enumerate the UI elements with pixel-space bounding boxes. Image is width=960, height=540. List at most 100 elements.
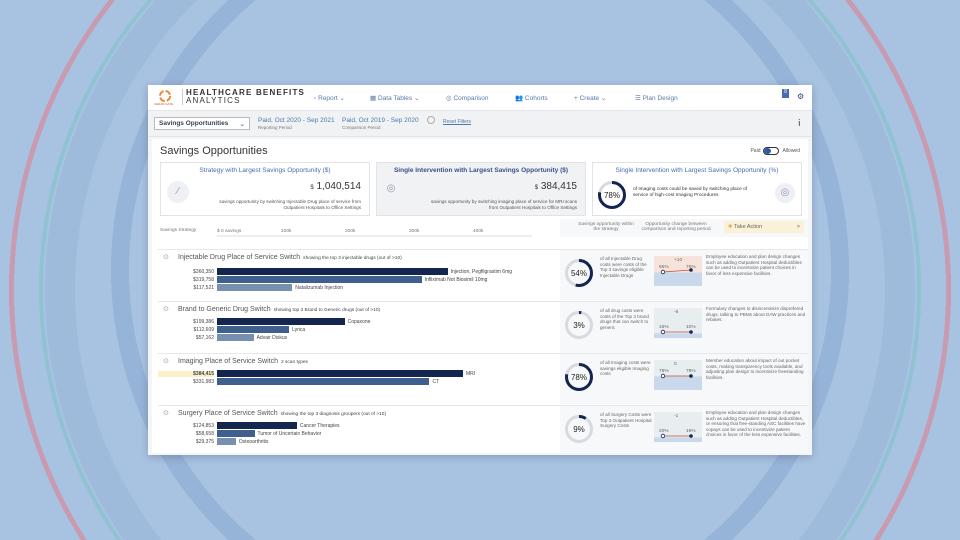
change-chart: -1 20% 19% [654, 412, 702, 442]
toggle-allowed-label: Allowed [782, 148, 800, 154]
bar-row[interactable]: $29,375 Osteoarthritis [158, 438, 558, 445]
ring-fill [565, 363, 593, 391]
swap-icon[interactable] [427, 116, 435, 124]
bar-row[interactable]: $384,415 MRI [158, 370, 558, 377]
reset-filters-link[interactable]: Reset Filters [443, 119, 472, 125]
section-subtitle: showing top 3 Brand to Generic drugs (ou… [273, 308, 381, 313]
bar[interactable] [217, 268, 448, 275]
card-desc: savings opportunity by switching Injecta… [219, 199, 361, 211]
change-to: 10% [686, 325, 696, 330]
bar[interactable] [217, 370, 464, 377]
lightbulb-icon: ✺ [728, 224, 733, 230]
bar-row[interactable]: $319,758 Infliximab Not Biosimil 10mg [158, 276, 558, 283]
card-strategy-largest[interactable]: Strategy with Largest Savings Opportunit… [160, 162, 370, 216]
nav-comparison[interactable]: ◎ Comparison [446, 95, 489, 102]
bar[interactable] [217, 438, 236, 445]
percent-desc: of all Injectable Drug costs were costs … [600, 256, 647, 278]
bar-row[interactable]: $124,853 Cancer Therapies [158, 422, 558, 429]
view-select[interactable]: Savings Opportunities ⌄ [154, 117, 250, 130]
desc-line1: savings opportunity by switching Injecta… [219, 199, 361, 204]
bar-row[interactable]: $112,609 Lyrica [158, 326, 558, 333]
right-header: Savings opportunity within the strategy … [560, 219, 808, 237]
bar-amount: $57,162 [195, 335, 214, 341]
paid-allowed-toggle[interactable]: Paid Allowed [750, 147, 800, 155]
percent-ring [565, 311, 593, 339]
axis-tick-label: 100k [281, 228, 292, 234]
comparison-period[interactable]: Paid, Oct 2019 - Sep 2020 Comparison Peri… [342, 117, 419, 130]
bar-label: Advair Diskus [256, 335, 288, 341]
section-title: Brand to Generic Drug Switch showing top … [178, 306, 380, 313]
bar-row[interactable]: $117,521 Natalizumab Injection [158, 284, 558, 291]
currency: $ [534, 185, 539, 191]
section-details: 54% of all Injectable Drug costs were cos… [560, 250, 808, 301]
bar-row[interactable]: $58,658 Tumor of Uncertain Behavior [158, 430, 558, 437]
gear-icon[interactable]: ⚙ [797, 92, 805, 101]
percent-desc: of all drug costs were costs of the Top … [600, 308, 649, 330]
bar-label: CT [432, 379, 440, 385]
nav-plan-design[interactable]: ☰ Plan Design [635, 95, 678, 102]
bar-row[interactable]: $360,350 Injection, Pegfilgrastim 6mg [158, 268, 558, 275]
ring-fill [598, 181, 626, 209]
reporting-period[interactable]: Paid, Oct 2020 - Sep 2021 Reporting Perio… [258, 117, 335, 130]
bar[interactable] [217, 284, 293, 291]
percent-value: 3% [573, 321, 585, 330]
nav-create[interactable]: + Create ⌄ [574, 95, 607, 102]
bar[interactable] [217, 430, 255, 437]
bar[interactable] [217, 276, 422, 283]
axis-tick-label: 300k [409, 228, 420, 234]
top-nav: CEDAR GATE HEALTHCARE BENEFITS ANALYTICS … [148, 85, 812, 111]
strategy-section[interactable]: ⊙ Surgery Place of Service Switch showing … [158, 405, 808, 453]
bar-amount: $199,386 [193, 319, 214, 325]
nav-data-tables[interactable]: ▦ Data Tables ⌄ [370, 95, 420, 102]
bar-amount: $58,658 [195, 431, 214, 437]
card-desc: of Imaging costs could be saved by switc… [633, 187, 748, 198]
take-action-button[interactable]: ✺ Take Action > [724, 221, 804, 233]
bar-amount: $319,758 [193, 277, 214, 283]
logo-text: CEDAR GATE [154, 102, 174, 106]
strategy-section[interactable]: ⊙ Imaging Place of Service Switch 2 scan t… [158, 353, 808, 405]
bar-label: Osteoarthritis [238, 439, 269, 445]
card-title: Strategy with Largest Savings Opportunit… [199, 167, 331, 174]
card-single-largest-pct[interactable]: Single Intervention with Largest Savings… [592, 162, 802, 216]
bar[interactable] [217, 422, 297, 429]
strategy-section[interactable]: ⊙ Injectable Drug Place of Service Switch… [158, 249, 808, 301]
nav-cohorts[interactable]: 👥 Cohorts [515, 95, 548, 102]
bar[interactable] [217, 334, 254, 341]
bar[interactable] [217, 378, 430, 385]
surgery-icon: ⊙ [163, 410, 169, 417]
nav-report[interactable]: ▫ Report ⌄ [314, 95, 345, 102]
info-icon[interactable]: ⅰ [798, 118, 801, 128]
action-text: Formulary changes to disincentivize disp… [706, 306, 806, 323]
main-panel: Savings Opportunities Paid Allowed Strate… [152, 139, 808, 453]
change-from: 20% [659, 429, 669, 434]
section-subtitle: showing the top 3 diagnosis groupers (ou… [280, 412, 387, 417]
bar-label: Natalizumab Injection [295, 285, 344, 291]
bar-row[interactable]: $199,386 Copaxone [158, 318, 558, 325]
action-text: Employee education and plan design chang… [706, 410, 806, 438]
change-chart: 0 78% 78% [654, 360, 702, 390]
bar[interactable] [217, 318, 345, 325]
action-text: Employee education and plan design chang… [706, 254, 802, 276]
percent-ring [565, 415, 593, 443]
take-action-label: Take Action [734, 224, 763, 230]
notification-icon[interactable]: 8 [782, 89, 789, 98]
toggle-switch[interactable] [763, 147, 780, 155]
change-from: 16% [659, 325, 669, 330]
reporting-period-value: Paid, Oct 2020 - Sep 2021 [258, 117, 335, 124]
bar-label: MRI [466, 371, 476, 377]
card-single-largest-dollar[interactable]: Single Intervention with Largest Savings… [376, 162, 586, 216]
bar[interactable] [217, 326, 290, 333]
bar-row[interactable]: $331,983 CT [158, 378, 558, 385]
nav-report-label: Report [318, 95, 338, 102]
card-title: Single Intervention with Largest Savings… [393, 167, 569, 174]
bar-row[interactable]: $57,162 Advair Diskus [158, 334, 558, 341]
app-title: HEALTHCARE BENEFITS ANALYTICS [182, 89, 305, 105]
ring-fill [565, 259, 593, 287]
section-title: Imaging Place of Service Switch 2 scan ty… [178, 358, 308, 365]
percent-desc: of all Imaging costs were savings eligib… [600, 360, 651, 377]
change-from: 66% [659, 265, 669, 270]
app-window: CEDAR GATE HEALTHCARE BENEFITS ANALYTICS … [148, 85, 812, 455]
strategy-section[interactable]: ⊙ Brand to Generic Drug Switch showing top… [158, 301, 808, 353]
change-value: -6 [674, 310, 679, 315]
change-from: 78% [659, 369, 669, 374]
